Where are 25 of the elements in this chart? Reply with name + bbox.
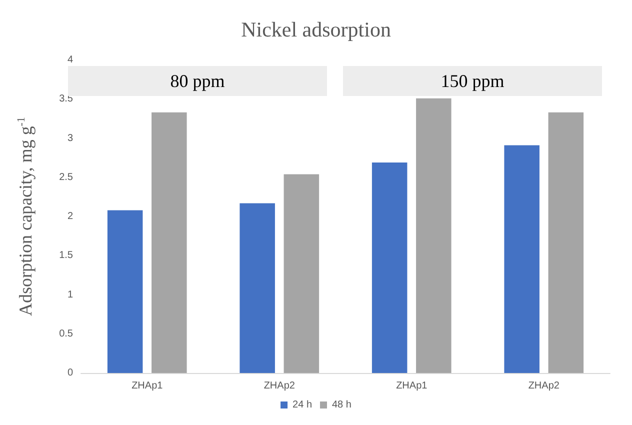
y-tick-label: 2: [67, 211, 74, 222]
bar: [152, 112, 187, 373]
x-tick-label: ZHAp1: [132, 380, 164, 392]
y-tick-label: 0: [67, 368, 74, 378]
y-tick-label: 4: [67, 54, 74, 66]
bar: [372, 162, 408, 373]
bar: [504, 145, 540, 373]
bar: [107, 210, 143, 373]
annotation: 80 ppm: [170, 71, 225, 91]
chart-title: Nickel adsorption: [241, 18, 392, 42]
bar: [548, 112, 584, 373]
y-axis-title: Adsorption capacity, mg g-1: [16, 117, 36, 316]
bar: [240, 203, 275, 373]
y-tick-label: 3: [67, 132, 74, 144]
y-tick-label: 1.5: [59, 250, 74, 262]
legend-label: 48 h: [332, 400, 352, 410]
bar: [416, 98, 452, 373]
x-tick-label: ZHAp2: [264, 380, 296, 392]
bar: [284, 174, 320, 373]
x-tick-label: ZHAp1: [396, 380, 428, 392]
x-tick-label: ZHAp2: [528, 380, 560, 392]
y-tick-label: 1: [67, 289, 74, 300]
legend-label: 24 h: [292, 400, 312, 410]
y-tick-label: 0.5: [59, 328, 74, 340]
y-tick-label: 2.5: [59, 172, 74, 183]
